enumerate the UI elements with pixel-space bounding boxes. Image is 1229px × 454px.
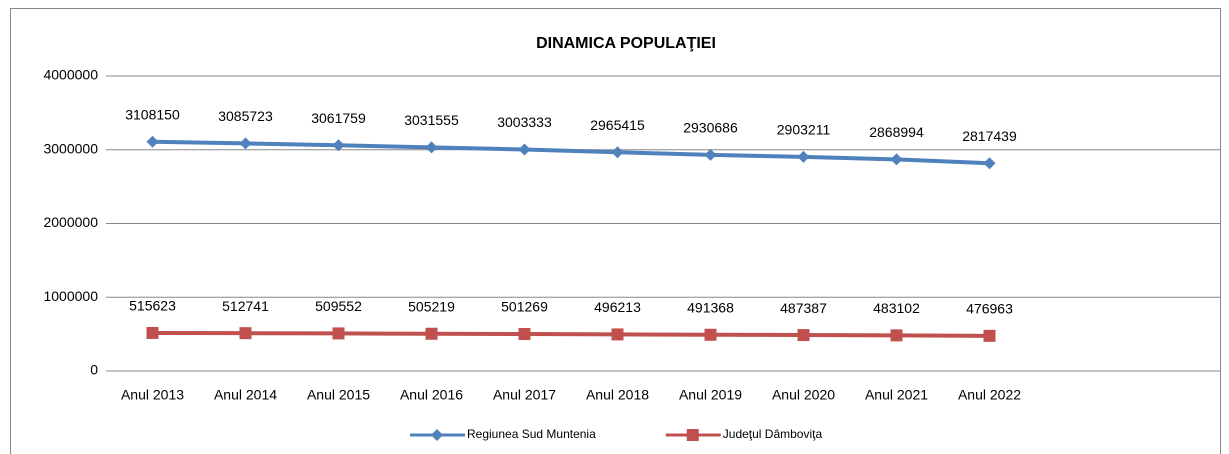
data-label: 2930686 <box>683 120 738 136</box>
legend-label: Judeţul Dâmboviţa <box>723 427 823 441</box>
marker <box>332 139 345 152</box>
legend-label: Regiunea Sud Muntenia <box>467 427 596 441</box>
marker <box>611 328 624 341</box>
x-tick-label: Anul 2017 <box>493 387 556 403</box>
x-tick-label: Anul 2016 <box>400 387 463 403</box>
marker <box>704 148 717 161</box>
marker <box>797 150 810 163</box>
marker <box>983 329 996 342</box>
data-label: 476963 <box>966 301 1013 317</box>
data-label: 505219 <box>408 298 455 314</box>
marker <box>146 326 159 339</box>
marker <box>686 429 699 441</box>
y-tick-label: 4000000 <box>43 67 98 83</box>
marker <box>611 146 624 159</box>
data-label: 491368 <box>687 299 734 315</box>
marker <box>797 329 810 342</box>
x-tick-label: Anul 2021 <box>865 387 928 403</box>
data-label: 3061759 <box>311 110 366 126</box>
x-tick-label: Anul 2018 <box>586 387 649 403</box>
data-label: 2965415 <box>590 117 645 133</box>
y-tick-label: 1000000 <box>43 288 98 304</box>
marker <box>425 141 438 154</box>
data-label: 501269 <box>501 299 548 315</box>
marker <box>518 143 531 156</box>
marker <box>704 328 717 341</box>
y-tick-label: 3000000 <box>43 140 98 156</box>
data-label: 3085723 <box>218 108 273 124</box>
x-tick-label: Anul 2022 <box>958 387 1021 403</box>
series-line <box>152 139 990 166</box>
data-label: 2868994 <box>869 124 924 140</box>
marker <box>983 157 996 170</box>
data-label: 2817439 <box>962 128 1017 144</box>
data-label: 487387 <box>780 300 827 316</box>
series-line <box>152 330 990 338</box>
x-tick-label: Anul 2019 <box>679 387 742 403</box>
data-label: 2903211 <box>777 122 831 138</box>
marker <box>332 327 345 340</box>
marker <box>239 137 252 150</box>
chart-frame <box>10 8 1221 454</box>
data-label: 509552 <box>315 298 362 314</box>
data-label: 3003333 <box>497 114 552 130</box>
y-tick-label: 2000000 <box>43 214 98 230</box>
data-label: 483102 <box>873 300 920 316</box>
y-tick-label: 0 <box>90 362 98 378</box>
data-label: 515623 <box>129 298 176 314</box>
marker <box>146 135 159 148</box>
data-label: 496213 <box>594 299 641 315</box>
data-label: 3031555 <box>404 112 459 128</box>
chart-title: DINAMICA POPULAŢIEI <box>536 35 716 52</box>
data-label: 512741 <box>222 298 269 314</box>
marker <box>425 327 438 340</box>
x-tick-label: Anul 2015 <box>307 387 370 403</box>
marker <box>518 328 531 341</box>
marker <box>890 329 903 342</box>
marker <box>239 327 252 340</box>
x-tick-label: Anul 2013 <box>121 387 184 403</box>
x-tick-label: Anul 2014 <box>214 387 277 403</box>
x-tick-label: Anul 2020 <box>772 387 835 403</box>
data-label: 3108150 <box>125 106 180 122</box>
marker <box>890 153 903 166</box>
marker <box>431 429 443 441</box>
